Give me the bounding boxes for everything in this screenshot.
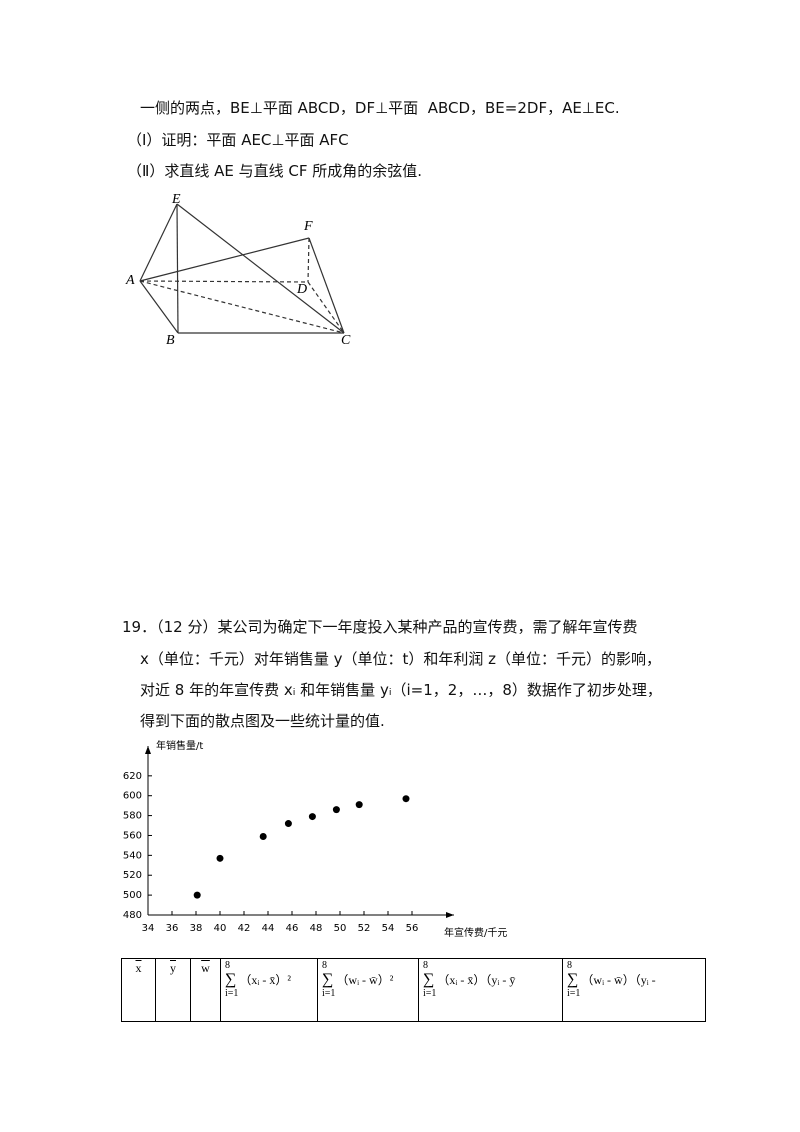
y-tick-label: 600	[123, 791, 142, 802]
text-line: 对近 8 年的年宣传费 xᵢ 和年销售量 yᵢ（i=1，2，…，8）数据作了初步…	[140, 681, 662, 699]
sum-bottom: i=1	[567, 988, 581, 999]
sigma: ∑	[423, 971, 435, 988]
expression: （xᵢ - x̄）²	[239, 973, 291, 987]
y-tick-label: 520	[123, 870, 142, 881]
point-label: F	[303, 219, 313, 234]
sum-top: 8	[322, 960, 327, 971]
expression: （xᵢ - x̄）（yᵢ - ȳ	[437, 973, 516, 987]
point-label: A	[125, 273, 135, 288]
text-line: （Ⅰ）证明：平面 AEC⊥平面 AFC	[127, 131, 349, 149]
mean-symbol: w	[201, 961, 210, 975]
x-tick-label: 34	[142, 923, 155, 934]
sum-bottom: i=1	[423, 988, 437, 999]
sum-top: 8	[423, 960, 428, 971]
sigma: ∑	[322, 971, 334, 988]
table-header-cell: 8 ∑ （xᵢ - x̄）² i=1	[220, 958, 318, 1022]
x-tick-label: 52	[358, 923, 371, 934]
x-tick-label: 48	[310, 923, 323, 934]
sum-top: 8	[567, 960, 572, 971]
y-tick-label: 560	[123, 830, 142, 841]
mean-symbol: x	[135, 961, 142, 975]
stats-table: x y w 8 ∑ （xᵢ - x̄）² i=1 8 ∑ （wᵢ - w̄）² i=1 8 ∑ （x…	[121, 958, 706, 1022]
y-arrow	[145, 746, 151, 754]
point-label: E	[171, 192, 181, 207]
text-line: 19．（12 分）某公司为确定下一年度投入某种产品的宣传费，需了解年宣传费	[122, 618, 638, 636]
point	[216, 854, 224, 862]
sigma: ∑	[225, 971, 237, 988]
point	[284, 820, 292, 828]
expression: （wᵢ - w̄）（yᵢ -	[581, 973, 656, 987]
sigma: ∑	[567, 971, 579, 988]
point-label: C	[341, 333, 351, 348]
y-tick-label: 580	[123, 811, 142, 822]
x-tick-label: 46	[286, 923, 299, 934]
sum-bottom: i=1	[322, 988, 336, 999]
y-tick-label: 540	[123, 850, 142, 861]
y-axis-title: 年销售量/t	[156, 739, 203, 752]
x-tick-label: 54	[382, 923, 395, 934]
point	[402, 795, 410, 803]
point-label: D	[296, 282, 307, 297]
y-tick-label: 480	[123, 910, 142, 921]
mean-symbol: y	[170, 961, 176, 975]
geometry-figure	[139, 203, 345, 334]
x-arrow	[446, 912, 454, 918]
table-header-cell: 8 ∑ （wᵢ - w̄）（yᵢ - i=1	[562, 958, 706, 1022]
table-header-cell: 8 ∑ （wᵢ - w̄）² i=1	[317, 958, 419, 1022]
sum-top: 8	[225, 960, 230, 971]
expression: （wᵢ - w̄）²	[336, 973, 394, 987]
table-header-cell: w	[190, 958, 221, 1022]
y-tick-label: 620	[123, 771, 142, 782]
scatter-chart: 年销售量/t 年宣传费/千元 34 36 38 40 42 44 46 48 50 52 54 56 480…	[123, 739, 507, 939]
text-line: （Ⅱ）求直线 AE 与直线 CF 所成角的余弦值.	[127, 162, 423, 180]
x-tick-label: 56	[406, 923, 419, 934]
point	[259, 832, 267, 840]
text-line: 一侧的两点，BE⊥平面 ABCD，DF⊥平面 ABCD，BE=2DF，AE⊥EC…	[140, 99, 620, 117]
table-header-cell: y	[155, 958, 191, 1022]
point	[308, 813, 316, 821]
x-tick-label: 50	[334, 923, 347, 934]
x-tick-label: 36	[166, 923, 179, 934]
x-tick-label: 42	[238, 923, 251, 934]
text-line: 得到下面的散点图及一些统计量的值.	[140, 712, 385, 730]
x-tick-label: 40	[214, 923, 227, 934]
sum-bottom: i=1	[225, 988, 239, 999]
point	[193, 891, 201, 899]
y-tick-label: 500	[123, 890, 142, 901]
point	[332, 806, 340, 814]
x-axis-title: 年宣传费/千元	[444, 926, 507, 939]
x-tick-label: 38	[190, 923, 203, 934]
text-line: x（单位：千元）对年销售量 y（单位：t）和年利润 z（单位：千元）的影响，	[140, 650, 662, 668]
table-header-cell: 8 ∑ （xᵢ - x̄）（yᵢ - ȳ i=1	[418, 958, 563, 1022]
x-tick-label: 44	[262, 923, 275, 934]
point	[355, 801, 363, 809]
point-label: B	[166, 333, 175, 348]
table-header-cell: x	[121, 958, 156, 1022]
